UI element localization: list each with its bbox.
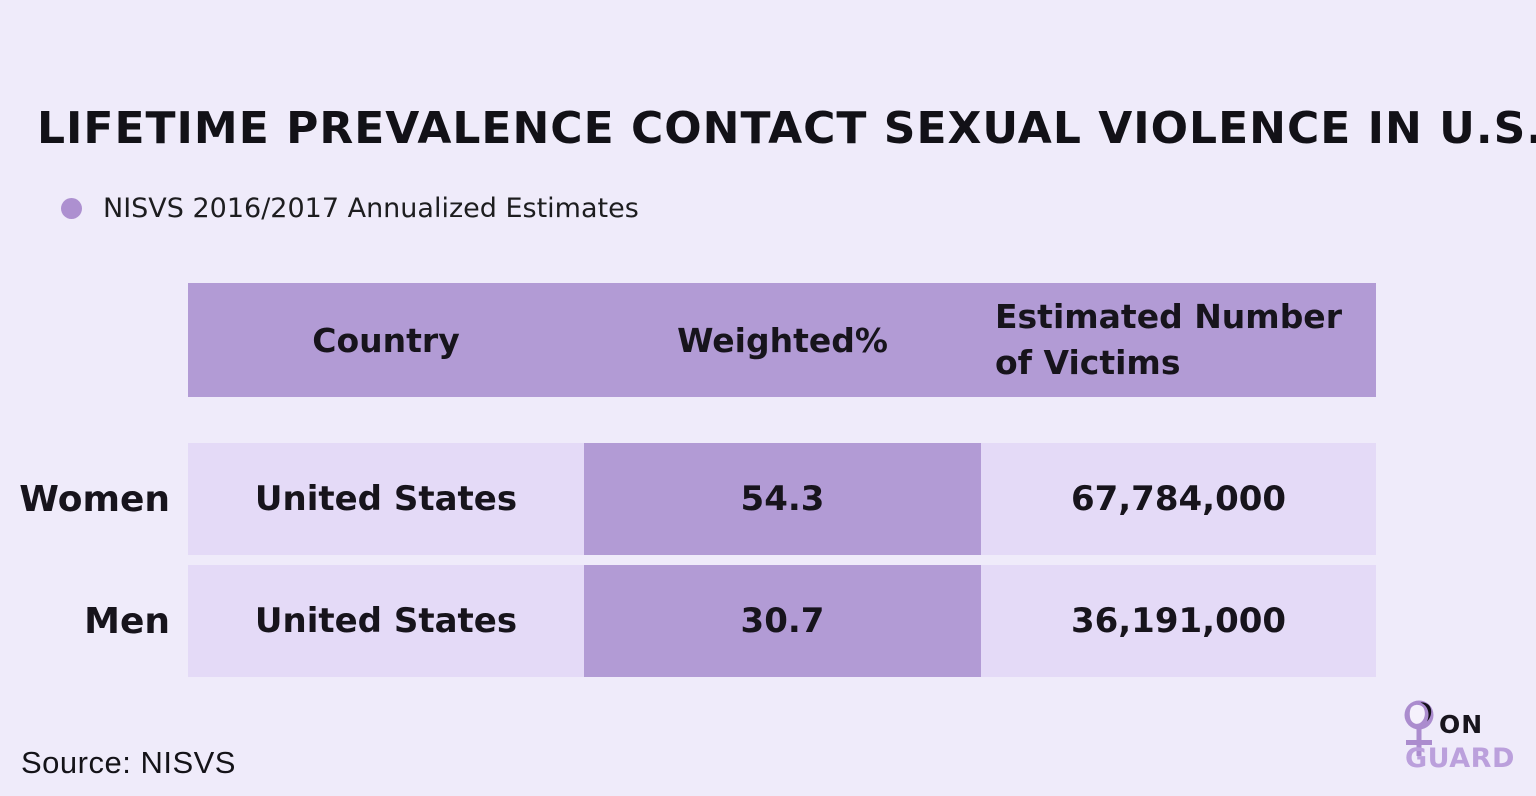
column-header-country: Country (312, 320, 460, 360)
female-symbol-face-icon (1404, 700, 1434, 756)
logo-word-on: ON (1439, 710, 1484, 739)
table-row: United States 30.7 36,191,000 (188, 565, 1376, 677)
on-guard-logo: ON GUARD (1400, 700, 1520, 790)
cell-estimated-victims: 36,191,000 (981, 565, 1376, 677)
dot-icon (61, 198, 82, 219)
logo-word-guard: GUARD (1405, 743, 1515, 774)
column-header-weighted: Weighted% (677, 320, 888, 360)
cell-estimated-victims: 67,784,000 (981, 443, 1376, 555)
subtitle-text: NISVS 2016/2017 Annualized Estimates (103, 193, 639, 224)
table-header-row: Country Weighted% Estimated Number of Vi… (188, 283, 1376, 397)
page-title: LIFETIME PREVALENCE CONTACT SEXUAL VIOLE… (37, 103, 1536, 155)
row-label-women: Women (19, 478, 170, 520)
table-row: United States 54.3 67,784,000 (188, 443, 1376, 555)
cell-country: United States (188, 565, 584, 677)
cell-weighted-percent: 54.3 (584, 443, 981, 555)
cell-country: United States (188, 443, 584, 555)
cell-weighted-percent: 30.7 (584, 565, 981, 677)
source-note: Source: NISVS (21, 745, 236, 780)
legend-item: NISVS 2016/2017 Annualized Estimates (61, 193, 639, 224)
row-label-men: Men (84, 600, 170, 642)
column-header-victims: Estimated Number of Victims (995, 297, 1342, 382)
